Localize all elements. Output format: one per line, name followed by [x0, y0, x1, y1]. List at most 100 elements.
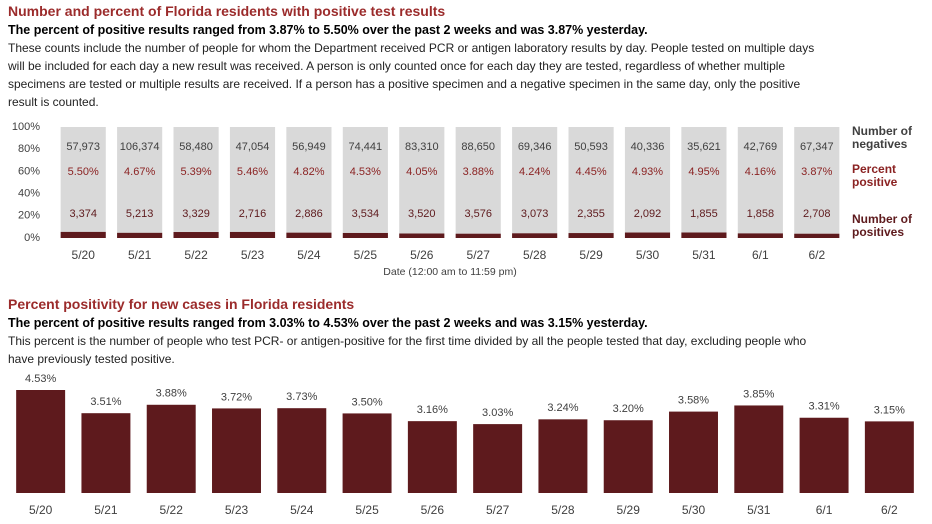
data-label: 3.31%: [808, 401, 839, 413]
data-label: 42,769: [744, 141, 778, 153]
x-tick-label: 5/31: [692, 248, 716, 262]
x-tick-label: 5/24: [297, 248, 321, 262]
data-label: 57,973: [66, 141, 100, 153]
data-label: 3.03%: [482, 407, 513, 419]
x-tick-label: 5/24: [290, 503, 314, 517]
bar-segment: [512, 127, 558, 234]
data-label: 106,374: [120, 141, 160, 153]
y-tick-label: 80%: [18, 143, 40, 155]
data-label: 3,329: [182, 208, 210, 220]
x-tick-label: 5/23: [225, 503, 249, 517]
bar-segment: [117, 232, 163, 238]
data-label: 3.87%: [801, 166, 832, 178]
bar: [277, 408, 327, 493]
data-label: 47,054: [236, 141, 270, 153]
data-label: 4.45%: [575, 166, 606, 178]
x-tick-label: 5/26: [410, 248, 434, 262]
bar: [603, 420, 653, 493]
bar-segment: [342, 232, 388, 238]
bar-segment: [455, 233, 501, 238]
data-label: 3.51%: [90, 396, 121, 408]
x-tick-label: 5/27: [486, 503, 510, 517]
x-tick-label: 6/2: [808, 248, 825, 262]
bar-segment: [681, 127, 727, 233]
x-tick-label: 5/30: [636, 248, 660, 262]
data-label: 2,355: [577, 208, 605, 220]
bar-segment: [399, 127, 445, 234]
chart-title: Percent positivity for new cases in Flor…: [8, 296, 355, 312]
bar: [669, 411, 718, 493]
data-label: 5.39%: [180, 166, 211, 178]
y-tick-label: 0%: [24, 232, 40, 244]
x-tick-label: 6/1: [816, 503, 833, 517]
x-tick-label: 5/30: [682, 503, 706, 517]
data-label: 4.53%: [350, 166, 381, 178]
data-label: 3,576: [464, 208, 492, 220]
data-label: 3.88%: [463, 166, 494, 178]
bar: [407, 421, 457, 493]
x-tick-label: 5/26: [421, 503, 445, 517]
bar-segment: [173, 127, 219, 233]
data-label: 2,886: [295, 208, 323, 220]
legend-entry: Number of positives: [852, 212, 912, 239]
bar: [342, 413, 392, 493]
chart-description: These counts include the number of peopl…: [8, 41, 815, 109]
data-label: 58,480: [179, 141, 213, 153]
bar: [81, 413, 131, 493]
data-label: 5,213: [126, 208, 154, 220]
x-tick-label: 5/28: [523, 248, 547, 262]
data-label: 3.58%: [678, 395, 709, 407]
x-tick-label: 5/22: [184, 248, 208, 262]
data-label: 69,346: [518, 141, 552, 153]
data-label: 2,716: [239, 208, 267, 220]
bar: [864, 421, 914, 493]
x-tick-label: 5/28: [551, 503, 575, 517]
x-tick-label: 5/27: [467, 248, 491, 262]
bar-segment: [681, 232, 727, 238]
bar-segment: [173, 232, 219, 238]
bar-segment: [794, 127, 840, 234]
data-label: 3.16%: [417, 404, 448, 416]
data-label: 67,347: [800, 141, 834, 153]
data-label: 3,534: [352, 208, 380, 220]
bar: [16, 390, 66, 493]
bar: [799, 417, 849, 493]
data-label: 3,520: [408, 208, 436, 220]
x-tick-label: 5/25: [355, 503, 379, 517]
x-tick-label: 5/29: [579, 248, 603, 262]
data-label: 3.24%: [547, 402, 578, 414]
bar-segment: [455, 127, 501, 234]
bar-segment: [60, 127, 106, 232]
chart-description: This percent is the number of people who…: [8, 334, 807, 366]
data-label: 50,593: [574, 141, 608, 153]
bar-segment: [737, 233, 783, 238]
data-label: 3.72%: [221, 391, 252, 403]
x-tick-label: 5/29: [617, 503, 641, 517]
x-tick-label: 5/21: [94, 503, 118, 517]
x-tick-label: 6/2: [881, 503, 898, 517]
data-label: 3.20%: [613, 403, 644, 415]
data-label: 1,858: [747, 208, 775, 220]
bar-segment: [794, 233, 840, 238]
data-label: 35,621: [687, 141, 721, 153]
y-tick-label: 20%: [18, 210, 40, 222]
x-tick-label: 6/1: [752, 248, 769, 262]
data-label: 2,092: [634, 208, 662, 220]
x-tick-label: 5/22: [160, 503, 184, 517]
bar: [473, 424, 523, 493]
legend-entry: Percent positive: [852, 162, 898, 189]
bar-segment: [568, 233, 614, 238]
data-label: 3,374: [69, 208, 97, 220]
bar-segment: [60, 231, 106, 238]
data-label: 1,855: [690, 208, 718, 220]
data-label: 4.82%: [293, 166, 324, 178]
data-label: 74,441: [349, 141, 383, 153]
chart-subtitle: The percent of positive results ranged f…: [8, 23, 648, 37]
data-label: 4.93%: [632, 166, 663, 178]
bar: [734, 405, 784, 493]
data-label: 4.05%: [406, 166, 437, 178]
bar-segment: [737, 127, 783, 234]
x-axis-label: Date (12:00 am to 11:59 pm): [383, 266, 516, 278]
bar: [212, 408, 261, 493]
